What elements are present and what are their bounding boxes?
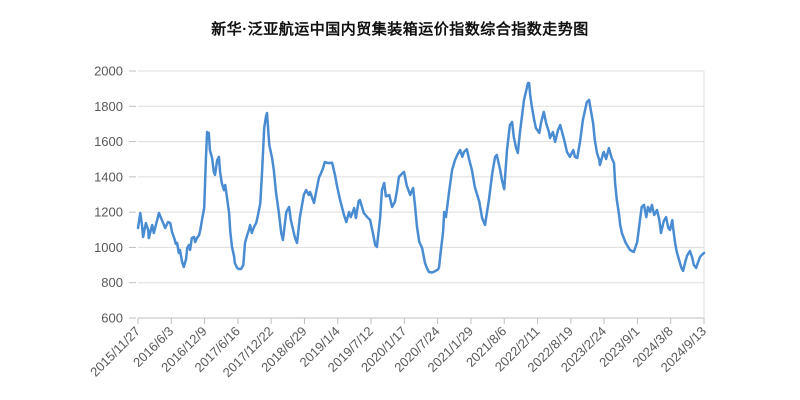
y-tick-label: 1800 — [94, 99, 123, 114]
x-tick-label: 2015/11/27 — [87, 324, 143, 380]
y-tick-label: 1400 — [94, 169, 123, 184]
y-tick-label: 1000 — [94, 240, 123, 255]
y-tick-label: 1200 — [94, 205, 123, 220]
index-series-line — [136, 81, 706, 274]
y-tick-label: 1600 — [94, 134, 123, 149]
y-tick-label: 800 — [101, 275, 123, 290]
chart-title: 新华·泛亚航运中国内贸集装箱运价指数综合指数走势图 — [211, 21, 589, 38]
y-tick-label: 2000 — [94, 64, 123, 79]
y-tick-label: 600 — [101, 311, 123, 326]
